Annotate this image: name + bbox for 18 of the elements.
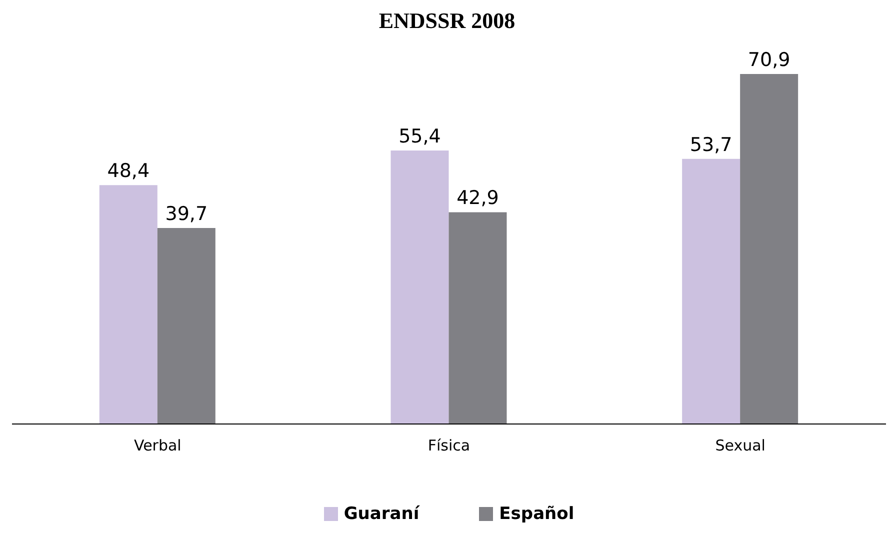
bar — [390, 150, 449, 424]
data-label: 53,7 — [690, 134, 732, 156]
x-tick-label: Física — [428, 436, 470, 455]
legend-label: Español — [498, 504, 574, 524]
bar — [682, 158, 740, 424]
data-label: 39,7 — [165, 203, 208, 226]
data-label: 55,4 — [398, 126, 441, 148]
data-label: 48,4 — [107, 160, 150, 182]
chart-title: ENDSSR 2008 — [378, 8, 516, 34]
bar — [448, 212, 507, 424]
bar — [157, 228, 216, 424]
legend-label: Guaraní — [342, 504, 420, 524]
x-tick-label: Sexual — [715, 436, 766, 455]
data-label: 42,9 — [456, 187, 499, 210]
bar — [99, 185, 158, 424]
x-tick-label: Verbal — [134, 436, 182, 455]
data-label: 70,9 — [748, 49, 790, 71]
bar — [740, 74, 798, 424]
